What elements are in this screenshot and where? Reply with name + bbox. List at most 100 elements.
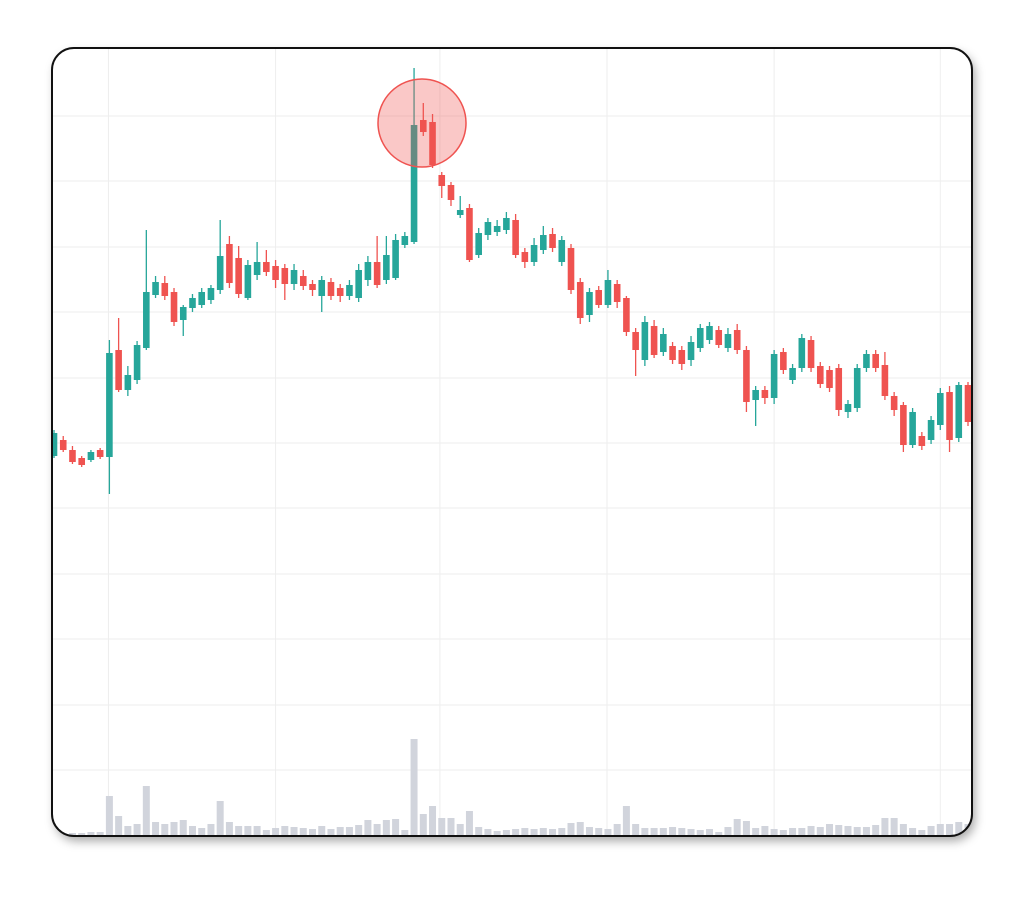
candle-body	[456, 210, 464, 215]
candle-body	[715, 330, 723, 345]
volume-bar	[170, 822, 178, 836]
volume-bar	[235, 826, 243, 836]
candle-body	[106, 353, 113, 457]
candle-body	[696, 328, 704, 348]
candle-body	[475, 233, 482, 255]
candle-body	[115, 350, 122, 390]
highlight-circle	[377, 78, 467, 168]
volume-bar	[733, 819, 741, 836]
candle-body	[641, 322, 649, 360]
candle-body	[872, 354, 879, 368]
candle-body	[853, 368, 861, 408]
volume-bar	[281, 826, 289, 836]
volume-bar	[918, 830, 926, 836]
candle-body	[946, 392, 953, 440]
volume-bar	[669, 827, 677, 836]
candle-body	[816, 366, 824, 384]
volume-bar	[216, 801, 224, 836]
candle-body	[484, 222, 492, 235]
candle-body	[743, 350, 750, 402]
candle-body	[955, 385, 963, 438]
volume-bar	[318, 826, 326, 836]
volume-bar	[244, 826, 252, 836]
candle-body	[706, 326, 713, 340]
candle-body	[918, 436, 926, 446]
volume-bar	[696, 830, 704, 836]
candle-body	[512, 220, 519, 255]
volume-bar	[650, 828, 658, 836]
volume-bar	[835, 825, 843, 836]
volume-bar	[207, 824, 215, 836]
volume-bar	[890, 818, 898, 836]
volume-bar	[705, 829, 713, 836]
candle-body	[835, 368, 843, 410]
volume-bar	[382, 820, 390, 836]
volume-bar	[613, 824, 621, 836]
volume-bar	[687, 829, 695, 836]
volume-bar	[761, 826, 769, 836]
volume-bar	[272, 828, 280, 836]
candle-body	[198, 292, 206, 305]
candle-body	[272, 266, 279, 280]
candle-body	[780, 352, 787, 370]
volume-bar	[955, 822, 963, 836]
candle-body	[410, 125, 418, 242]
candle-body	[207, 288, 215, 300]
volume-bar	[299, 828, 307, 836]
candle-body	[576, 282, 584, 318]
candle-body	[687, 342, 695, 360]
volume-bar	[622, 806, 630, 836]
candle-body	[133, 345, 141, 380]
volume-bar	[659, 828, 667, 836]
volume-bar	[946, 824, 954, 836]
candle-body	[881, 365, 889, 396]
volume-bar	[327, 829, 335, 836]
volume-bar	[576, 822, 584, 836]
volume-bar	[567, 823, 575, 836]
volume-bar	[779, 830, 787, 836]
volume-bar	[558, 828, 566, 836]
volume-bar	[336, 827, 344, 836]
volume-bar	[429, 806, 437, 836]
volume-bar	[179, 820, 187, 836]
candle-body	[69, 450, 76, 462]
candle-body	[161, 283, 169, 296]
volume-bar	[641, 828, 649, 836]
volume-bar	[881, 818, 889, 836]
volume-bar	[87, 832, 95, 836]
candle-body	[595, 290, 603, 305]
candle-body	[327, 282, 335, 296]
plot-area	[52, 48, 972, 836]
candle-body	[392, 240, 399, 278]
volume-bar	[142, 786, 150, 836]
volume-bar	[844, 826, 852, 836]
volume-bar	[770, 829, 778, 836]
candle-body	[521, 252, 529, 262]
candle-body	[798, 338, 806, 368]
candle-body	[447, 185, 455, 200]
candle-body	[170, 292, 178, 322]
candle-body	[549, 234, 556, 248]
candle-body	[290, 270, 298, 284]
volume-bar	[862, 827, 870, 836]
volume-bar	[475, 827, 483, 836]
volume-bar	[188, 826, 196, 836]
volume-bar	[225, 822, 233, 836]
volume-bar	[124, 826, 132, 836]
volume-bar	[899, 824, 907, 836]
volume-bar	[724, 827, 732, 836]
candle-body	[419, 120, 427, 132]
candle-body	[179, 307, 187, 320]
candle-body	[281, 268, 289, 284]
volume-bar	[502, 830, 510, 836]
volume-bar	[585, 827, 593, 836]
volume-bar	[355, 825, 363, 836]
candle-body	[346, 285, 353, 296]
volume-bar	[816, 827, 824, 836]
volume-bar	[632, 824, 640, 836]
candle-body	[493, 226, 501, 232]
volume-bar	[465, 811, 473, 836]
volume-bar	[798, 828, 806, 836]
